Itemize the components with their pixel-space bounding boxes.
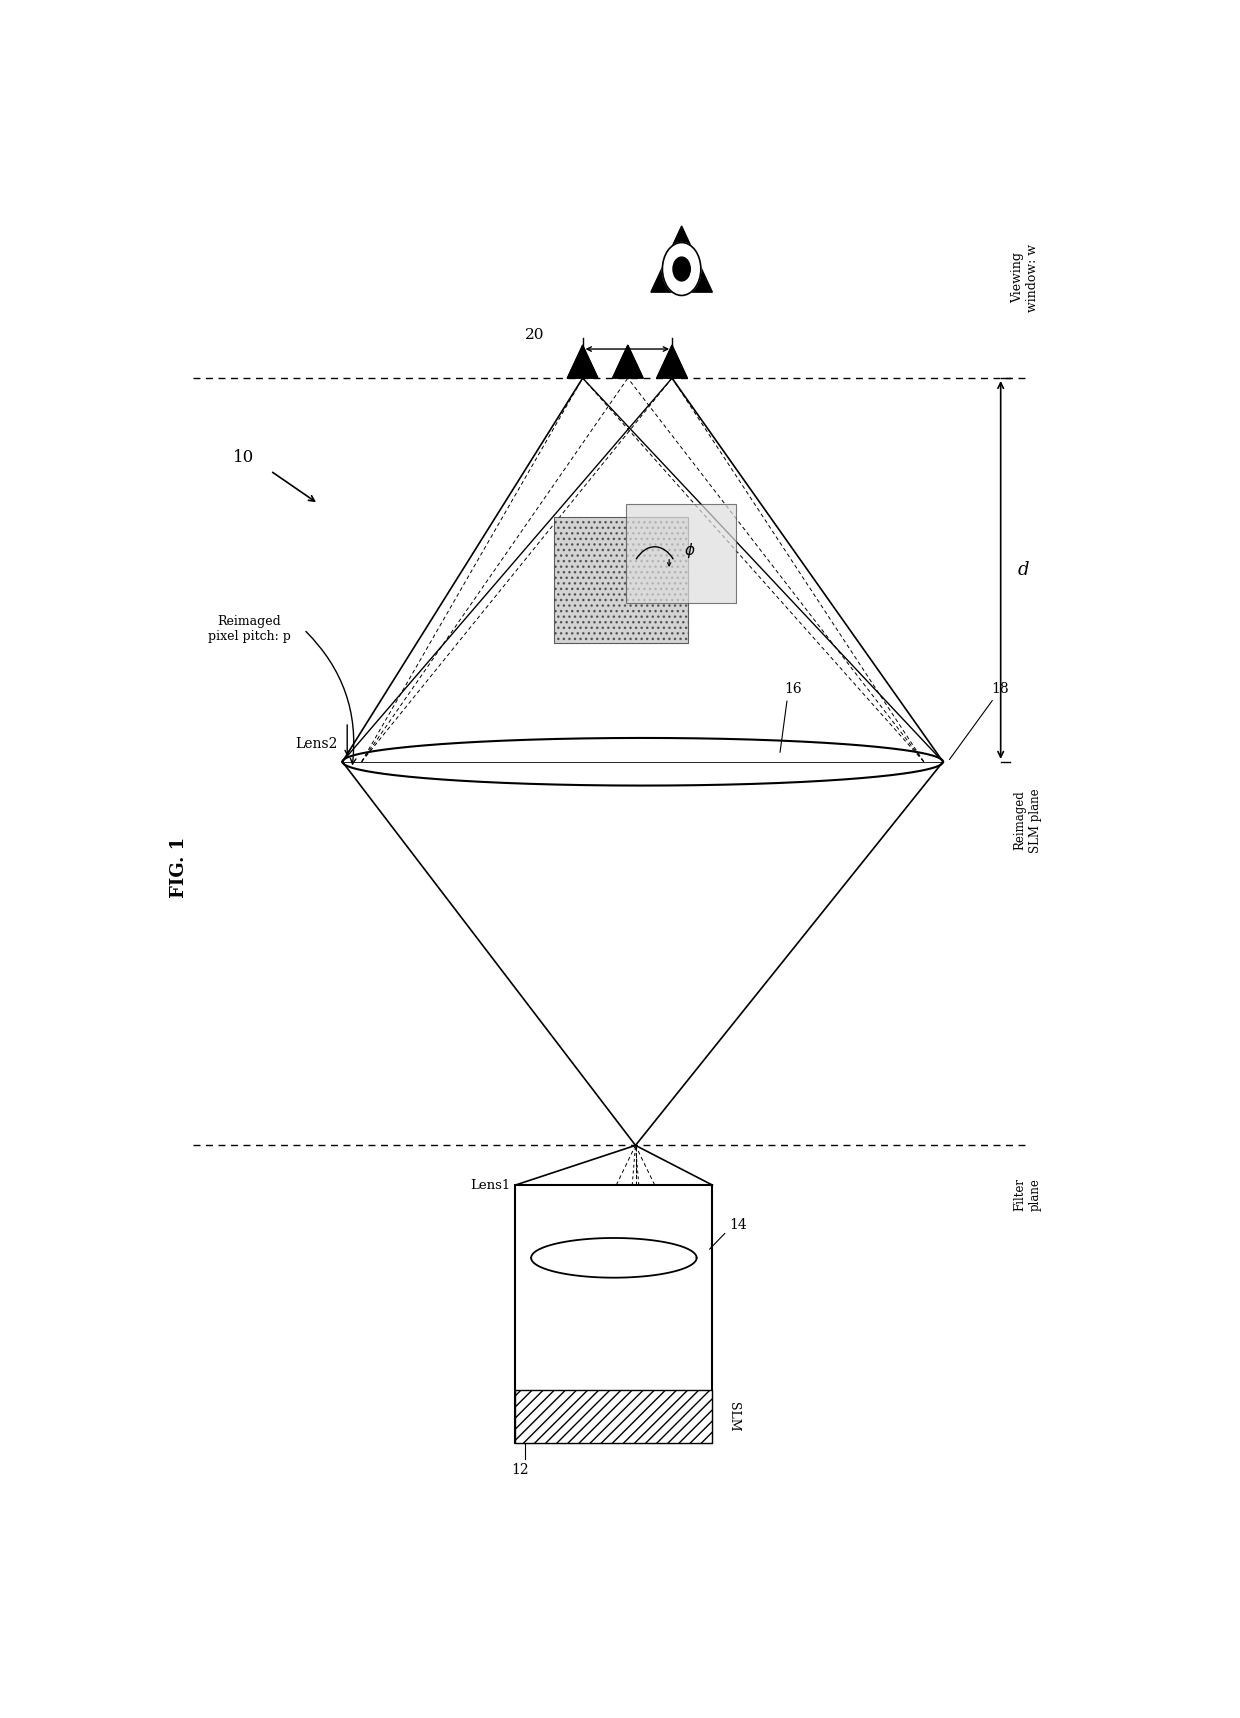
Text: 10: 10 [233, 448, 254, 466]
Circle shape [673, 258, 691, 282]
Text: Viewing
window: w: Viewing window: w [1011, 244, 1039, 313]
Text: 18: 18 [991, 682, 1008, 696]
Text: 12: 12 [511, 1464, 529, 1477]
Text: 14: 14 [729, 1218, 748, 1232]
Text: 16: 16 [785, 682, 802, 696]
Text: SLM: SLM [727, 1402, 740, 1431]
Text: $\phi$: $\phi$ [683, 541, 696, 560]
Circle shape [662, 242, 701, 295]
Text: Lens2: Lens2 [295, 737, 337, 751]
Text: Reimaged
SLM plane: Reimaged SLM plane [1013, 789, 1042, 852]
Bar [554, 517, 688, 643]
Text: d: d [1018, 562, 1029, 579]
Text: Lens1: Lens1 [470, 1179, 511, 1192]
Polygon shape [657, 345, 687, 378]
Bar [516, 1185, 712, 1443]
Text: Filter
plane: Filter plane [1013, 1179, 1042, 1211]
Polygon shape [651, 227, 713, 292]
Polygon shape [567, 345, 598, 378]
Bar [626, 503, 737, 603]
Text: 20: 20 [525, 328, 544, 342]
Bar [516, 1390, 712, 1443]
Text: Reimaged
pixel pitch: p: Reimaged pixel pitch: p [208, 615, 290, 644]
Polygon shape [613, 345, 644, 378]
Text: FIG. 1: FIG. 1 [170, 837, 188, 899]
